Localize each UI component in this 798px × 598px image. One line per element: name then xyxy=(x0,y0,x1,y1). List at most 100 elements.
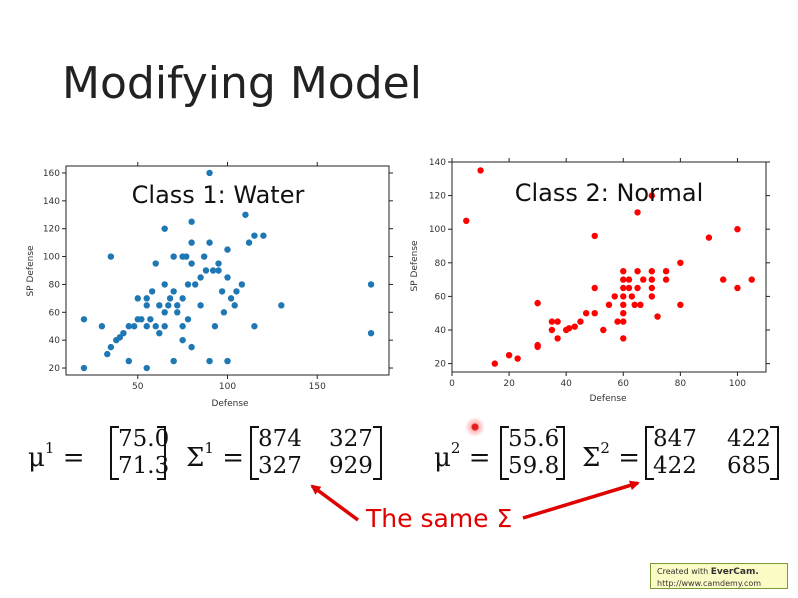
data-point xyxy=(170,253,177,260)
x-tick-label: 80 xyxy=(675,379,687,389)
right-arrow xyxy=(522,480,640,520)
y-tick-label: 140 xyxy=(43,197,60,207)
slide-title: Modifying Model xyxy=(62,58,422,109)
sigma2-value-21: 422 xyxy=(653,453,697,479)
sigma1-value-22: 929 xyxy=(329,453,373,479)
y-tick-label: 20 xyxy=(435,360,447,370)
data-point xyxy=(514,355,521,362)
sigma1-symbol: Σ1 = xyxy=(186,439,244,473)
data-point xyxy=(620,335,627,342)
data-point xyxy=(611,293,618,300)
data-point xyxy=(648,293,656,300)
data-point xyxy=(206,357,213,365)
data-point xyxy=(245,239,253,246)
data-point xyxy=(125,323,133,330)
same-sigma-annotation: The same Σ xyxy=(366,504,513,533)
data-point xyxy=(138,316,145,323)
data-point xyxy=(662,276,670,283)
data-point xyxy=(215,260,222,267)
data-point xyxy=(143,364,150,372)
data-point xyxy=(251,232,258,239)
data-point xyxy=(143,295,150,302)
sigma1-value-12: 327 xyxy=(329,426,373,452)
sigma2-matrix: 847 422 422 685 xyxy=(645,424,779,482)
data-point xyxy=(648,192,656,199)
x-tick-label: 150 xyxy=(309,382,326,392)
data-point xyxy=(209,267,217,274)
data-point xyxy=(98,323,106,330)
data-point xyxy=(161,281,168,288)
data-point xyxy=(748,276,755,283)
y-tick-label: 40 xyxy=(49,336,61,346)
data-point xyxy=(554,335,561,342)
data-point xyxy=(620,318,627,325)
data-point xyxy=(637,301,644,308)
sigma2-symbol: Σ2 = xyxy=(582,439,640,473)
data-point xyxy=(192,281,199,288)
x-tick-label: 0 xyxy=(449,379,455,389)
data-point xyxy=(224,357,231,365)
data-point xyxy=(505,352,513,359)
data-point xyxy=(367,330,375,337)
data-point xyxy=(634,268,641,275)
data-point xyxy=(184,281,192,288)
data-point xyxy=(80,364,88,372)
data-point xyxy=(104,350,111,358)
y-tick-label: 20 xyxy=(49,364,61,374)
data-point xyxy=(238,281,246,288)
data-point xyxy=(491,360,499,367)
data-point xyxy=(548,326,556,334)
data-point xyxy=(620,293,627,300)
data-point xyxy=(174,302,181,309)
data-point xyxy=(197,274,204,281)
data-point xyxy=(367,281,375,288)
data-point xyxy=(179,323,186,330)
data-point xyxy=(206,169,213,177)
data-point xyxy=(620,268,627,275)
x-tick-label: 100 xyxy=(729,379,746,389)
y-tick-label: 60 xyxy=(435,292,447,302)
data-point xyxy=(565,325,573,332)
plot-frame xyxy=(451,161,767,373)
data-point xyxy=(648,284,656,292)
data-point xyxy=(188,260,195,267)
cursor-highlight xyxy=(465,417,485,437)
y-axis-label: SP Defense xyxy=(26,245,36,297)
y-tick-label: 60 xyxy=(49,308,61,318)
data-point xyxy=(251,323,258,330)
sigma1-value-11: 874 xyxy=(258,426,302,452)
data-point xyxy=(166,295,174,302)
data-point xyxy=(211,323,219,330)
data-point xyxy=(107,253,115,260)
evercam-watermark: Created with EverCam. http://www.camdemy… xyxy=(650,563,788,589)
data-point xyxy=(242,211,249,218)
y-tick-label: 160 xyxy=(43,169,60,179)
data-point xyxy=(179,295,186,302)
mu1-symbol: μ1 = xyxy=(28,439,85,473)
data-point xyxy=(620,301,627,308)
data-point xyxy=(591,310,598,317)
data-point xyxy=(183,253,190,260)
y-tick-label: 120 xyxy=(429,192,446,202)
data-point xyxy=(179,336,186,344)
data-point xyxy=(463,217,470,224)
mu2-vector: 55.6 59.8 xyxy=(500,424,565,482)
data-point xyxy=(218,288,226,295)
y-tick-label: 120 xyxy=(43,225,60,235)
left-arrow xyxy=(310,484,360,522)
data-point xyxy=(577,318,584,325)
data-point xyxy=(648,268,656,275)
x-tick-label: 100 xyxy=(219,382,236,392)
y-tick-label: 140 xyxy=(429,158,446,168)
mu1-value-1: 75.0 xyxy=(118,426,170,452)
data-point xyxy=(156,330,163,337)
x-tick-label: 20 xyxy=(503,379,515,389)
data-point xyxy=(156,302,163,309)
data-point xyxy=(170,357,177,365)
data-point xyxy=(231,302,238,309)
data-point xyxy=(571,323,578,330)
mu2-symbol: μ2 = xyxy=(434,439,491,473)
mu2-value-1: 55.6 xyxy=(508,426,560,452)
